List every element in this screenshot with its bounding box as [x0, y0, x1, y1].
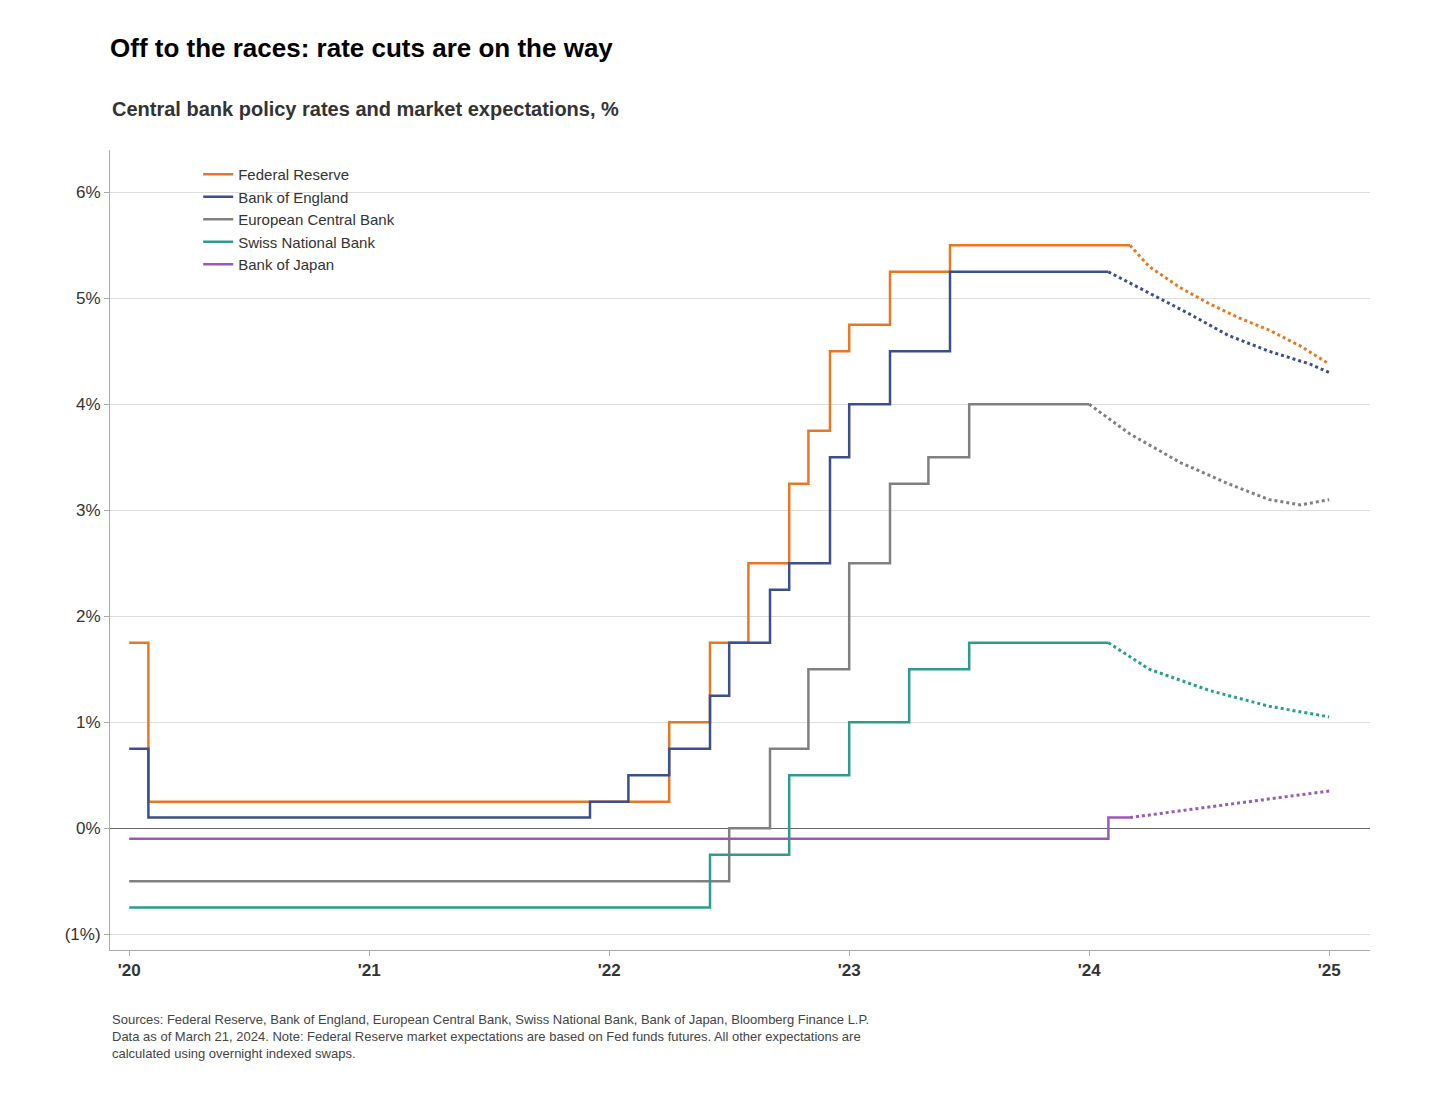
svg-text:6%: 6% — [76, 183, 101, 202]
svg-text:'21: '21 — [358, 961, 381, 980]
svg-text:'22: '22 — [598, 961, 621, 980]
svg-text:'25: '25 — [1318, 961, 1341, 980]
svg-text:1%: 1% — [76, 713, 101, 732]
svg-text:Sources: Federal Reserve, Bank: Sources: Federal Reserve, Bank of Englan… — [112, 1012, 869, 1061]
svg-text:Bank of Japan: Bank of Japan — [238, 256, 334, 273]
svg-text:'23: '23 — [838, 961, 861, 980]
svg-text:Off to the races: rate cuts ar: Off to the races: rate cuts are on the w… — [110, 33, 613, 63]
svg-text:Central bank policy rates and: Central bank policy rates and market exp… — [112, 98, 619, 120]
svg-text:'24: '24 — [1078, 961, 1101, 980]
svg-text:'20: '20 — [118, 961, 141, 980]
svg-text:3%: 3% — [76, 501, 101, 520]
svg-text:(1%): (1%) — [65, 925, 101, 944]
svg-text:0%: 0% — [76, 819, 101, 838]
svg-text:Bank of England: Bank of England — [238, 189, 348, 206]
svg-text:Swiss National Bank: Swiss National Bank — [238, 234, 375, 251]
svg-text:5%: 5% — [76, 289, 101, 308]
svg-text:Federal Reserve: Federal Reserve — [238, 166, 349, 183]
svg-text:European Central Bank: European Central Bank — [238, 211, 394, 228]
svg-text:4%: 4% — [76, 395, 101, 414]
svg-text:2%: 2% — [76, 607, 101, 626]
